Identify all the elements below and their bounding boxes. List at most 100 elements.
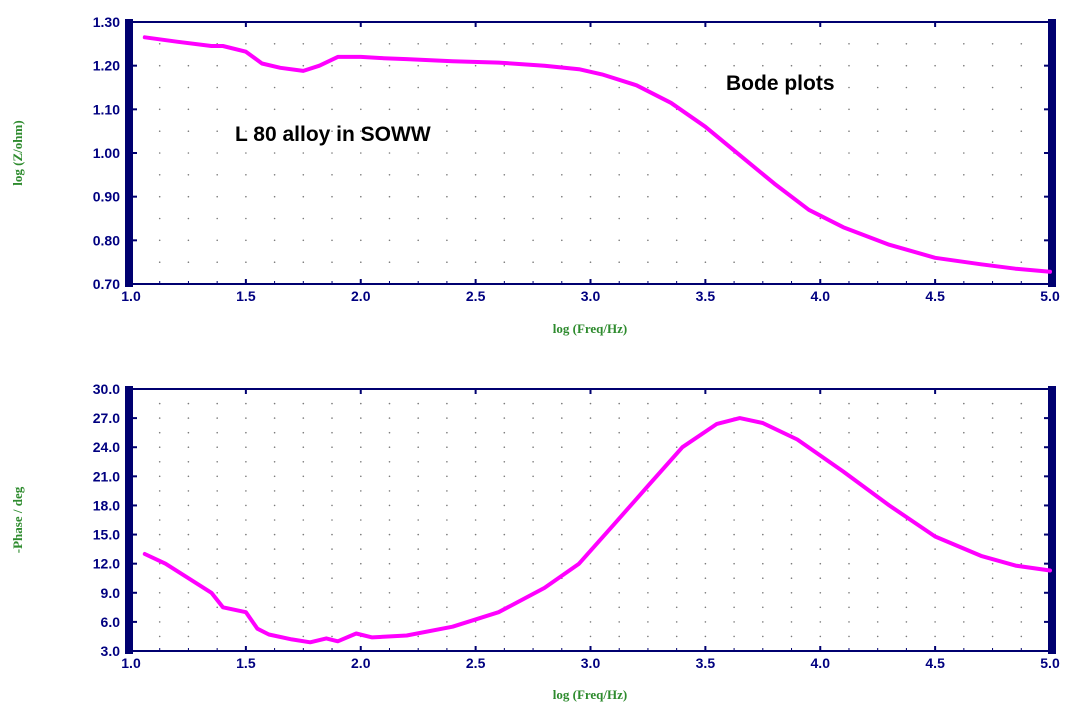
bottom-grid-dot: [647, 431, 649, 434]
bottom-grid-dot: [618, 606, 620, 609]
top-grid-dot: [302, 152, 305, 154]
bottom-grid-dot: [187, 446, 190, 449]
bottom-grid-dot: [991, 621, 994, 623]
top-grid-dot: [733, 86, 735, 89]
bottom-x-tick-label: 2.0: [351, 655, 371, 671]
top-grid-dot: [532, 108, 534, 111]
top-grid-dot: [675, 239, 678, 242]
top-grid-dot: [848, 217, 850, 220]
bottom-grid-dot: [647, 461, 649, 463]
bottom-grid-dot: [876, 635, 879, 638]
top-grid-dot: [158, 130, 161, 132]
top-grid-dot: [876, 174, 879, 176]
bottom-grid-dot: [474, 606, 477, 609]
bottom-grid-dot: [331, 475, 333, 478]
bottom-grid-dot: [158, 635, 161, 638]
bottom-grid-dot: [963, 635, 965, 638]
bottom-grid-dot: [273, 461, 276, 463]
bottom-grid-dot: [388, 431, 391, 434]
top-grid-dot: [417, 239, 420, 242]
bottom-y-tick-label: 12.0: [93, 556, 120, 572]
bottom-grid-dot: [618, 475, 620, 478]
bottom-grid-dot: [647, 621, 649, 623]
top-grid-dot: [647, 108, 649, 111]
top-grid-dot: [991, 43, 994, 45]
top-grid-dot: [446, 43, 448, 45]
bottom-grid-dot: [187, 548, 190, 550]
bottom-grid-dot: [302, 533, 305, 536]
bottom-grid-dot: [302, 606, 305, 609]
bottom-grid-dot: [360, 402, 362, 405]
top-y-tick-label: 0.80: [93, 232, 120, 248]
top-grid-dot: [647, 64, 649, 67]
bottom-grid-dot: [331, 548, 333, 550]
top-grid-dot: [934, 43, 936, 45]
bottom-grid-dot: [963, 490, 965, 492]
bottom-grid-dot: [733, 548, 735, 550]
top-grid-dot: [618, 195, 620, 198]
bottom-x-tick-label: 4.5: [925, 655, 945, 671]
bottom-grid-dot: [302, 504, 305, 507]
bottom-plot: 1.0 1.5 2.0 2.5 3.0 3.5 4.0 4.5 5.0 3.0 6.0 9.0 12.0…: [93, 381, 1060, 671]
bottom-grid-dot: [762, 533, 764, 536]
top-grid-dot: [848, 43, 850, 45]
bottom-grid-dot: [360, 562, 362, 565]
top-grid-dot: [532, 195, 534, 198]
top-grid-dot: [417, 152, 420, 154]
top-grid-dot: [675, 86, 678, 89]
bottom-grid-dot: [647, 519, 649, 521]
top-grid-dot: [618, 86, 620, 89]
bottom-grid-dot: [532, 417, 534, 419]
bottom-grid-dot: [991, 402, 994, 405]
top-grid-dot: [675, 43, 678, 45]
top-grid-dot: [216, 261, 218, 264]
bottom-grid-dot: [848, 606, 850, 609]
bottom-grid-dot: [302, 577, 305, 579]
top-grid-dot: [474, 152, 477, 154]
bottom-grid-dot: [302, 490, 305, 492]
top-x-tick-label: 3.0: [581, 288, 601, 304]
bottom-grid-dot: [302, 592, 305, 594]
bottom-grid-dot: [474, 504, 477, 507]
bottom-grid-dot: [1020, 635, 1023, 638]
bottom-y-tick-label: 18.0: [93, 497, 120, 513]
bottom-grid-dot: [876, 548, 879, 550]
top-grid-dot: [876, 130, 879, 132]
top-grid-dot: [417, 43, 420, 45]
bottom-grid-dot: [589, 621, 592, 623]
top-grid-dot: [1020, 43, 1023, 45]
bottom-grid-dot: [245, 577, 247, 579]
bottom-grid-dot: [446, 519, 448, 521]
bottom-grid-dot: [417, 519, 420, 521]
top-grid-dot: [561, 195, 563, 198]
bottom-grid-dot: [417, 402, 420, 405]
bottom-grid-dot: [503, 402, 506, 405]
bottom-grid-dot: [762, 635, 764, 638]
bottom-grid-dot: [1020, 519, 1023, 521]
bottom-grid-dot: [618, 577, 620, 579]
bottom-grid-dot: [360, 606, 362, 609]
bottom-grid-dot: [819, 562, 822, 565]
bottom-grid-dot: [876, 519, 879, 521]
top-grid-dot: [991, 64, 994, 67]
bottom-grid-dot: [819, 402, 822, 405]
bottom-grid-dot: [991, 504, 994, 507]
top-grid-dot: [187, 64, 190, 67]
top-grid-dot: [704, 86, 707, 89]
top-grid-dot: [876, 152, 879, 154]
bottom-grid-dot: [848, 504, 850, 507]
bottom-grid-dot: [331, 519, 333, 521]
top-grid-dot: [905, 130, 908, 132]
top-grid-dot: [446, 261, 448, 264]
top-grid-dot: [446, 152, 448, 154]
bottom-grid-dot: [417, 475, 420, 478]
bottom-grid-dot: [474, 548, 477, 550]
bottom-x-tick-label: 2.5: [466, 655, 486, 671]
top-grid-dot: [963, 43, 965, 45]
bottom-grid-dot: [503, 592, 506, 594]
bottom-grid-dot: [790, 606, 793, 609]
bottom-grid-dot: [417, 431, 420, 434]
top-grid-dot: [331, 217, 333, 220]
bottom-grid-dot: [532, 562, 534, 565]
top-x-tick-label: 5.0: [1040, 288, 1060, 304]
